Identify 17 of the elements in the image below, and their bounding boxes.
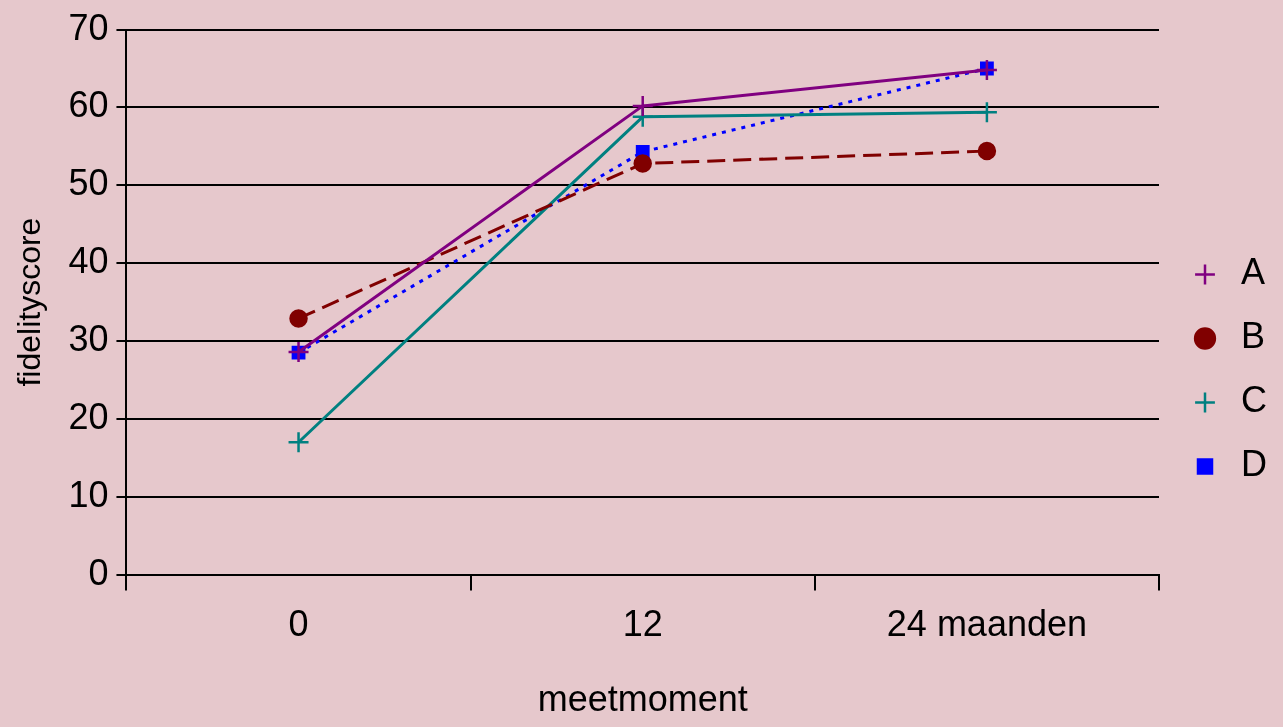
x-tick-label: 24 maanden [886,603,1087,645]
y-tick-label: 60 [68,84,109,126]
y-tick-label: 0 [88,551,109,593]
y-axis-title: fidelityscore [11,217,48,387]
y-tick-label: 70 [68,6,109,48]
y-tick-label: 20 [68,395,109,437]
legend-label: B [1241,315,1266,357]
legend-label: A [1241,251,1266,293]
x-tick-label: 0 [288,603,309,645]
x-axis-title: meetmoment [537,678,748,720]
legend-label: C [1241,379,1267,421]
y-tick-label: 50 [68,162,109,204]
y-tick-label: 40 [68,240,109,282]
y-tick-label: 30 [68,317,109,359]
x-tick-label: 12 [622,603,663,645]
y-tick-label: 10 [68,473,109,515]
legend-label: D [1241,443,1267,485]
